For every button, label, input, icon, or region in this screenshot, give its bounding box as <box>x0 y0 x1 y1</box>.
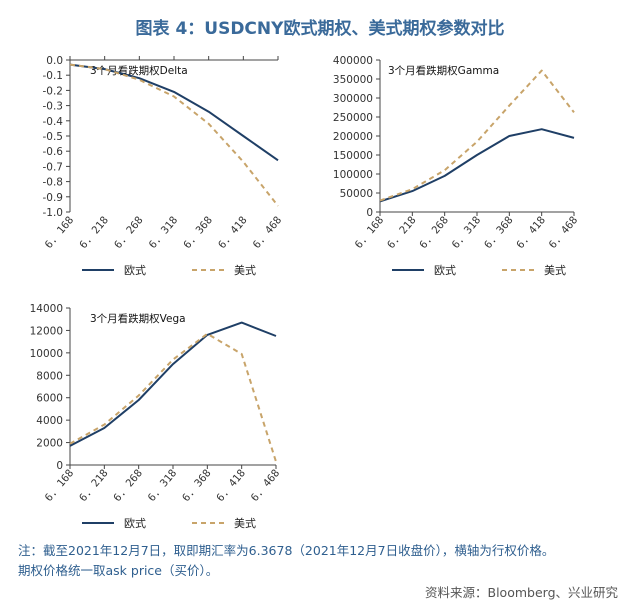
delta-x-tick-label: 6. 318 <box>147 214 181 251</box>
delta-x-tick-label: 6. 218 <box>77 214 111 251</box>
delta-x-tick-label: 6. 468 <box>251 214 285 251</box>
vega-y-tick-label: 2000 <box>36 438 63 450</box>
delta-legend-label: 美式 <box>234 264 256 277</box>
vega-x-tick-label: 6. 318 <box>146 467 180 504</box>
gamma-y-tick-label: 100000 <box>333 169 373 181</box>
gamma-x-tick-label: 6. 468 <box>547 214 581 251</box>
vega-legend-label: 欧式 <box>124 517 146 530</box>
delta-legend-label: 欧式 <box>124 264 146 277</box>
delta-chart-label: 3个月看跌期权Delta <box>90 64 188 77</box>
vega-y-tick-label: 0 <box>56 460 63 472</box>
delta-x-tick-label: 6. 368 <box>181 214 215 251</box>
gamma-legend-label: 欧式 <box>434 264 456 277</box>
gamma-series-american <box>379 69 575 202</box>
vega-y-tick-label: 10000 <box>30 348 63 360</box>
vega-x-tick-label: 6. 468 <box>249 467 283 504</box>
note-line-2: 期权价格统一取ask price（买价）。 <box>18 563 219 578</box>
delta-y-tick-label: -0.7 <box>43 161 64 173</box>
gamma-y-tick-label: 0 <box>366 207 373 219</box>
delta-x-tick-label: 6. 168 <box>43 214 77 251</box>
vega-series-american <box>69 332 277 462</box>
gamma-y-tick-label: 50000 <box>340 188 373 200</box>
gamma-chart-svg: 0 50000 100000 150000 200000 250000 300000 3500… <box>333 55 581 277</box>
delta-y-tick-label: -0.1 <box>43 70 64 82</box>
delta-x-tick-label: 6. 418 <box>216 214 250 251</box>
delta-y-tick-label: 0.0 <box>46 55 63 67</box>
delta-chart-svg: -1.0 -0.9 -0.8 -0.7 -0.6 -0.5 -0.4 -0.3 -0.2 -0.1… <box>43 55 285 277</box>
delta-series-european <box>69 63 279 162</box>
vega-y-tick-label: 6000 <box>36 393 63 405</box>
vega-chart: 0 2000 4000 6000 8000 10000 12000 14000 6. 168 6.… <box>0 292 310 532</box>
gamma-chart-label: 3个月看跌期权Gamma <box>388 64 499 77</box>
delta-y-tick-label: -0.3 <box>43 101 64 113</box>
vega-legend-label: 美式 <box>234 517 256 530</box>
vega-x-tick-label: 6. 418 <box>214 467 248 504</box>
delta-y-tick-label: -0.5 <box>43 131 64 143</box>
delta-y-tick-label: -0.8 <box>43 177 64 189</box>
vega-x-tick-label: 6. 168 <box>43 467 77 504</box>
vega-y-tick-label: 4000 <box>36 415 63 427</box>
delta-chart: -1.0 -0.9 -0.8 -0.7 -0.6 -0.5 -0.4 -0.3 -0.2 -0.1… <box>0 44 310 284</box>
gamma-x-tick-label: 6. 368 <box>482 214 516 251</box>
figure-title: 图表 4：USDCNY欧式期权、美式期权参数对比 <box>135 19 505 39</box>
delta-y-tick-label: -0.6 <box>43 146 64 158</box>
vega-y-tick-label: 8000 <box>36 370 63 382</box>
delta-y-tick-label: -0.9 <box>43 192 64 204</box>
vega-series-european <box>69 321 277 447</box>
gamma-legend-label: 美式 <box>544 264 566 277</box>
gamma-y-tick-label: 150000 <box>333 150 373 162</box>
delta-y-tick-label: -0.4 <box>43 116 64 128</box>
delta-y-tick-label: -0.2 <box>43 85 64 97</box>
gamma-x-tick-label: 6. 268 <box>417 214 451 251</box>
delta-y-tick-label: -1.0 <box>43 207 64 219</box>
gamma-y-tick-label: 400000 <box>333 55 373 67</box>
vega-y-tick-label: 14000 <box>30 303 63 315</box>
gamma-x-tick-label: 6. 418 <box>514 214 548 251</box>
gamma-y-tick-label: 250000 <box>333 112 373 124</box>
vega-x-tick-label: 6. 218 <box>77 467 111 504</box>
source-text: 资料来源：Bloomberg、兴业研究 <box>425 585 618 600</box>
gamma-x-tick-label: 6. 318 <box>450 214 484 251</box>
gamma-series-european <box>379 128 575 203</box>
vega-chart-label: 3个月看跌期权Vega <box>90 312 186 325</box>
gamma-x-tick-label: 6. 218 <box>385 214 419 251</box>
gamma-y-tick-label: 300000 <box>333 93 373 105</box>
vega-x-tick-label: 6. 368 <box>180 467 214 504</box>
gamma-chart: 0 50000 100000 150000 200000 250000 300000 3500… <box>322 44 632 284</box>
delta-series-american <box>69 63 279 207</box>
vega-y-tick-label: 12000 <box>30 325 63 337</box>
gamma-y-tick-label: 200000 <box>333 131 373 143</box>
vega-x-tick-label: 6. 268 <box>111 467 145 504</box>
delta-x-tick-label: 6. 268 <box>112 214 146 251</box>
gamma-y-tick-label: 350000 <box>333 74 373 86</box>
gamma-x-tick-label: 6. 168 <box>353 214 387 251</box>
note-line-1: 注：截至2021年12月7日，取即期汇率为6.3678（2021年12月7日收盘… <box>18 543 555 558</box>
